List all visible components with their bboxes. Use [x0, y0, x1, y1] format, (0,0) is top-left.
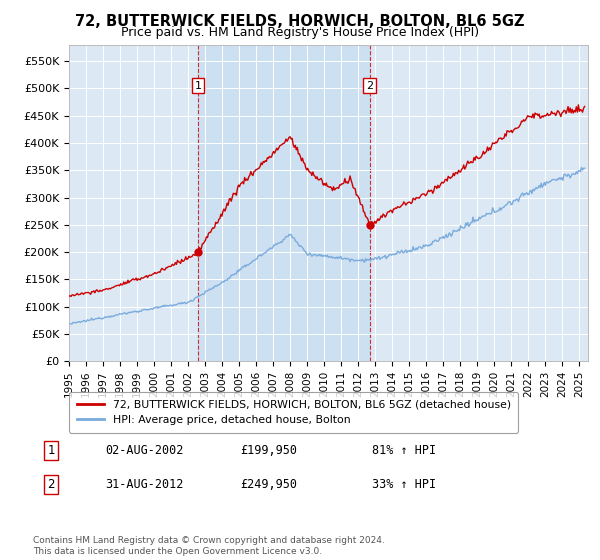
Text: 2: 2 [47, 478, 55, 491]
Text: £249,950: £249,950 [240, 478, 297, 491]
Text: 33% ↑ HPI: 33% ↑ HPI [372, 478, 436, 491]
Text: 31-AUG-2012: 31-AUG-2012 [105, 478, 184, 491]
Text: 72, BUTTERWICK FIELDS, HORWICH, BOLTON, BL6 5GZ: 72, BUTTERWICK FIELDS, HORWICH, BOLTON, … [75, 14, 525, 29]
Text: £199,950: £199,950 [240, 444, 297, 458]
Text: 02-AUG-2002: 02-AUG-2002 [105, 444, 184, 458]
Text: 81% ↑ HPI: 81% ↑ HPI [372, 444, 436, 458]
Bar [198, 45, 370, 361]
Text: Contains HM Land Registry data © Crown copyright and database right 2024.
This d: Contains HM Land Registry data © Crown c… [33, 536, 385, 556]
Text: Price paid vs. HM Land Registry's House Price Index (HPI): Price paid vs. HM Land Registry's House … [121, 26, 479, 39]
Text: 2: 2 [366, 81, 373, 91]
Text: 1: 1 [47, 444, 55, 458]
Legend: 72, BUTTERWICK FIELDS, HORWICH, BOLTON, BL6 5GZ (detached house), HPI: Average p: 72, BUTTERWICK FIELDS, HORWICH, BOLTON, … [69, 392, 518, 432]
Text: 1: 1 [194, 81, 202, 91]
